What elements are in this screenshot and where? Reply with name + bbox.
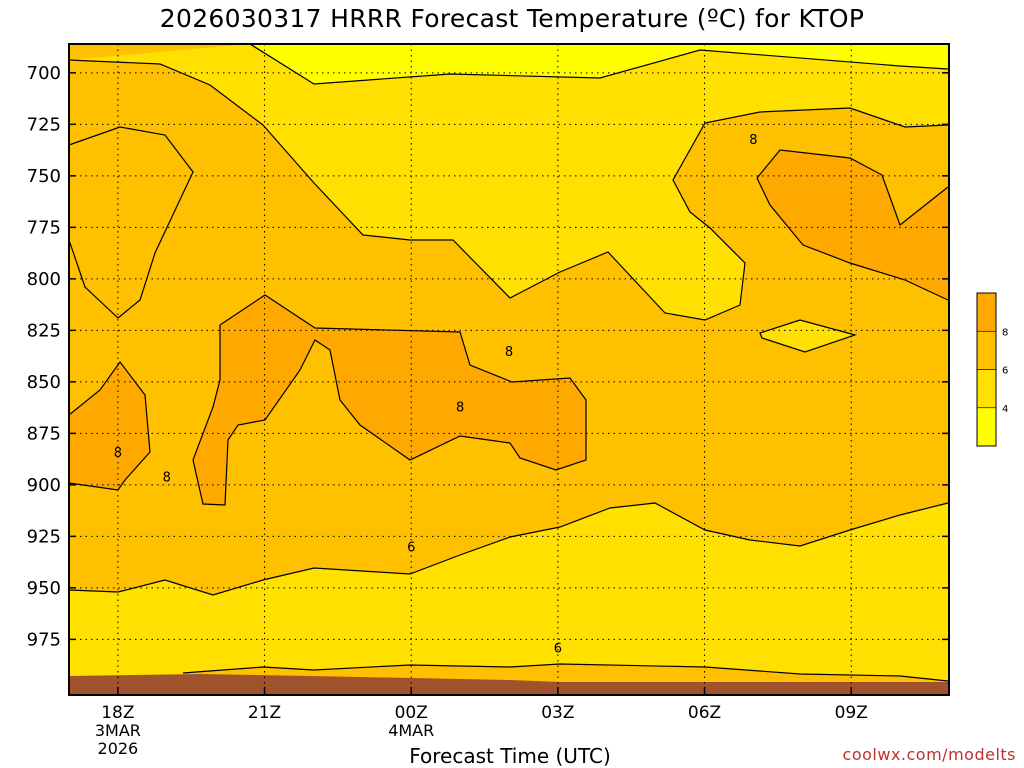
credit-link[interactable]: coolwx.com/modelts: [842, 745, 1016, 764]
x-tick-label: 4MAR: [388, 721, 434, 740]
contour-label: 8: [163, 471, 171, 486]
legend-swatch: [976, 292, 997, 332]
contour-label: 6: [407, 541, 415, 556]
legend-swatch: [976, 369, 997, 409]
legend-label: 8: [1002, 327, 1008, 338]
contour-label: 6: [554, 642, 562, 657]
y-tick-label: 800: [27, 269, 61, 290]
contour-6-surface: [182, 663, 949, 682]
contour-6-left: [68, 126, 194, 319]
contour-lines: [68, 43, 949, 682]
contour-6-island: [759, 319, 858, 353]
grid: [69, 44, 949, 695]
plot-area: 8 8 8 8 8 6 6: [68, 43, 949, 695]
band-gt8-right: [757, 150, 948, 300]
legend-colorbar: 4 6 8: [976, 292, 1008, 447]
contour-8-right: [756, 149, 949, 301]
contour-label: 8: [505, 345, 513, 360]
plot-frame: [68, 43, 950, 696]
x-tick-label: 09Z: [835, 703, 868, 723]
band-gt8-mid: [193, 295, 586, 505]
x-tick-label: 00Z: [395, 703, 428, 723]
x-tick-label: 3MAR: [95, 721, 141, 740]
contour-label: 8: [114, 446, 122, 461]
y-tick-label: 925: [27, 526, 61, 547]
chart-title: 2026030317 HRRR Forecast Temperature (ºC…: [159, 4, 865, 33]
contour-label: 8: [456, 401, 464, 416]
legend-label: 6: [1002, 366, 1008, 377]
x-tick-label: 03Z: [541, 703, 574, 723]
legend-swatch: [976, 330, 997, 370]
x-tick-label: 21Z: [248, 703, 281, 723]
band-4-6-upper: [69, 44, 948, 320]
contour-label: 8: [749, 133, 757, 148]
y-tick-label: 700: [27, 63, 61, 84]
y-tick-label: 825: [27, 320, 61, 341]
x-tick-label: 06Z: [688, 703, 721, 723]
contour-6-upper: [68, 59, 949, 321]
y-tick-label: 975: [27, 629, 61, 650]
band-gt8-left: [69, 362, 150, 490]
band-4-6-lower: [69, 503, 948, 695]
y-tick-label: 850: [27, 372, 61, 393]
y-tick-label: 750: [27, 166, 61, 187]
y-tick-label: 900: [27, 475, 61, 496]
x-tick-label: 2026: [98, 739, 139, 758]
contour-8-mid: [192, 294, 587, 506]
contour-8-left: [68, 360, 151, 491]
y-tick-label: 775: [27, 217, 61, 238]
legend-label: 4: [1002, 404, 1008, 415]
x-tick-label: 18Z: [101, 703, 134, 723]
band-6-8-left: [69, 127, 193, 318]
legend-swatch: [976, 407, 997, 447]
band-4-6-island: [760, 320, 855, 352]
ground: [69, 674, 948, 695]
y-tick-label: 875: [27, 423, 61, 444]
contour-labels: 8 8 8 8 8 6 6: [114, 133, 758, 657]
y-tick-label: 725: [27, 114, 61, 135]
legend-frame: [976, 292, 997, 447]
y-tick-label: 950: [27, 578, 61, 599]
y-axis: 700 725 750 775 800 825 850 875 900 925 950 975: [27, 63, 949, 650]
contour-4: [249, 43, 949, 85]
band-lt4: [69, 44, 948, 84]
contour-6-lower: [68, 502, 949, 596]
x-axis-label: Forecast Time (UTC): [409, 744, 611, 768]
